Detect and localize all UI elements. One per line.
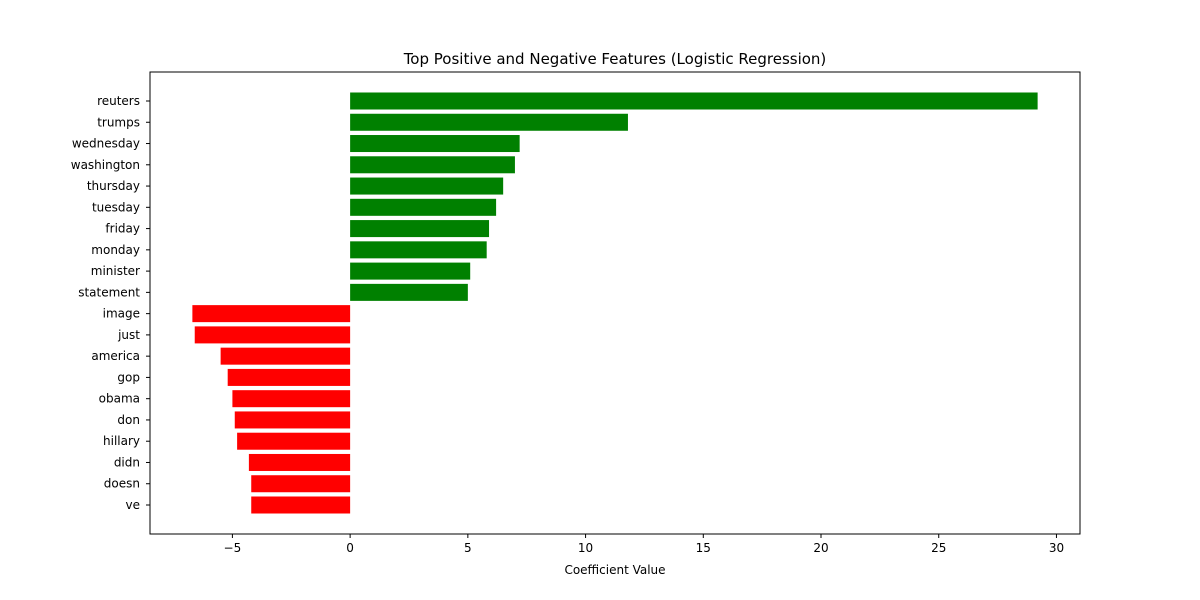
y-tick-label-doesn: doesn	[104, 477, 140, 491]
bars-group	[192, 92, 1038, 514]
y-tick-label-obama: obama	[99, 392, 140, 406]
y-tick-label-trumps: trumps	[97, 115, 140, 129]
y-tick-label-reuters: reuters	[97, 94, 140, 108]
bar-statement	[350, 283, 468, 301]
y-tick-label-thursday: thursday	[87, 179, 140, 193]
y-tick-label-image: image	[103, 307, 140, 321]
bar-reuters	[350, 92, 1038, 110]
bar-hillary	[237, 432, 351, 450]
y-tick-label-ve: ve	[126, 498, 140, 512]
x-tick-label: 25	[931, 541, 946, 555]
y-tick-label-just: just	[117, 328, 140, 342]
plot-frame	[149, 71, 1081, 535]
y-tick-label-don: don	[117, 413, 140, 427]
y-tick-label-minister: minister	[91, 264, 140, 278]
bar-monday	[350, 241, 487, 259]
bar-image	[192, 305, 351, 323]
y-tick-label-hillary: hillary	[103, 434, 140, 448]
bar-doesn	[251, 475, 351, 493]
x-tick-label: 30	[1049, 541, 1064, 555]
bar-obama	[232, 390, 351, 408]
x-tick-label: 15	[696, 541, 711, 555]
y-tick-label-wednesday: wednesday	[72, 137, 140, 151]
bar-trumps	[350, 113, 628, 131]
x-tick-label: 0	[346, 541, 354, 555]
bar-don	[234, 411, 351, 429]
x-tick-label: 10	[578, 541, 593, 555]
y-tick-label-america: america	[91, 349, 140, 363]
x-axis-title: Coefficient Value	[564, 563, 665, 577]
bar-washington	[350, 156, 515, 174]
x-tick-label: 5	[464, 541, 472, 555]
y-tick-label-friday: friday	[105, 222, 140, 236]
bar-gop	[227, 368, 351, 386]
x-tick-label: −5	[224, 541, 242, 555]
bar-just	[194, 326, 351, 344]
y-axis-ticks: reuters trumps wednesday washington thursday…	[71, 94, 150, 512]
y-tick-label-statement: statement	[78, 285, 140, 299]
bar-wednesday	[350, 135, 520, 153]
y-tick-label-gop: gop	[117, 370, 140, 384]
bar-didn	[248, 453, 351, 471]
bar-ve	[251, 496, 351, 514]
y-tick-label-didn: didn	[114, 455, 140, 469]
chart-title: Top Positive and Negative Features (Logi…	[403, 50, 827, 68]
x-axis-ticks: −5 0 5 10 15 20 25 30	[224, 534, 1064, 555]
bar-tuesday	[350, 198, 497, 216]
y-tick-label-tuesday: tuesday	[92, 200, 140, 214]
x-tick-label: 20	[813, 541, 828, 555]
y-tick-label-washington: washington	[71, 158, 140, 172]
y-tick-label-monday: monday	[91, 243, 140, 257]
bar-friday	[350, 220, 490, 238]
bar-america	[220, 347, 351, 365]
bar-thursday	[350, 177, 504, 195]
bar-minister	[350, 262, 471, 280]
